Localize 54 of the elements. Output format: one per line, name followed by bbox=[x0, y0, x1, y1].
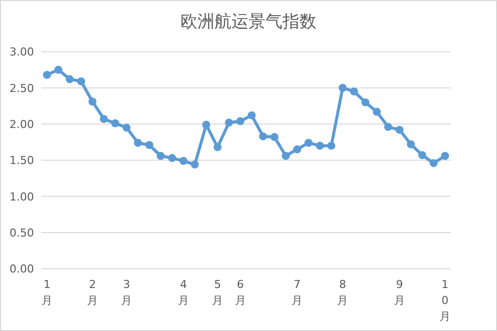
point bbox=[259, 132, 268, 140]
x-tick-label: 5月 bbox=[212, 278, 224, 307]
point bbox=[372, 108, 381, 116]
x-tick-label: 1月 bbox=[41, 278, 52, 307]
chart-title: 欧洲航运景气指数 bbox=[180, 12, 316, 32]
y-tick-label: 0.50 bbox=[10, 226, 34, 240]
x-tick-label: 8月 bbox=[337, 278, 348, 307]
point bbox=[338, 84, 347, 92]
point bbox=[396, 126, 404, 134]
x-tick-label: 2月 bbox=[86, 278, 98, 307]
point bbox=[168, 154, 176, 162]
point bbox=[54, 66, 62, 74]
point bbox=[145, 141, 154, 150]
point bbox=[406, 140, 415, 148]
point bbox=[293, 145, 302, 154]
point bbox=[179, 156, 188, 165]
point bbox=[430, 159, 438, 168]
point bbox=[236, 117, 244, 126]
point bbox=[214, 143, 222, 152]
point bbox=[66, 75, 74, 84]
point bbox=[282, 152, 290, 160]
point bbox=[441, 152, 450, 160]
x-tick-label: 10月 bbox=[440, 278, 451, 323]
point bbox=[190, 160, 199, 169]
y-tick-label: 3.00 bbox=[10, 46, 34, 59]
point bbox=[384, 122, 392, 131]
y-tick-label: 2.00 bbox=[10, 118, 34, 132]
point bbox=[88, 98, 96, 106]
x-tick-label: 7月 bbox=[292, 278, 303, 307]
y-tick-label: 1.50 bbox=[10, 154, 34, 168]
x-tick-label: 4月 bbox=[178, 278, 189, 307]
point bbox=[134, 138, 142, 147]
point bbox=[111, 119, 120, 128]
x-tick-label: 6月 bbox=[234, 278, 246, 307]
point bbox=[304, 138, 313, 147]
point bbox=[316, 142, 324, 150]
y-tick-label: 2.50 bbox=[10, 82, 34, 95]
point bbox=[100, 114, 108, 123]
x-tick-label: 9月 bbox=[394, 278, 406, 307]
point bbox=[122, 124, 131, 132]
point bbox=[361, 98, 370, 106]
point bbox=[418, 151, 426, 160]
point bbox=[327, 142, 336, 150]
point bbox=[77, 77, 86, 86]
x-tick-label: 3月 bbox=[121, 278, 132, 307]
point bbox=[270, 133, 278, 142]
point bbox=[350, 87, 358, 96]
point bbox=[248, 111, 256, 120]
point bbox=[156, 152, 165, 160]
y-tick-label: 0.00 bbox=[10, 262, 34, 276]
point bbox=[202, 120, 210, 129]
y-tick-label: 1.00 bbox=[10, 190, 34, 204]
point bbox=[224, 118, 233, 127]
point bbox=[42, 70, 51, 79]
